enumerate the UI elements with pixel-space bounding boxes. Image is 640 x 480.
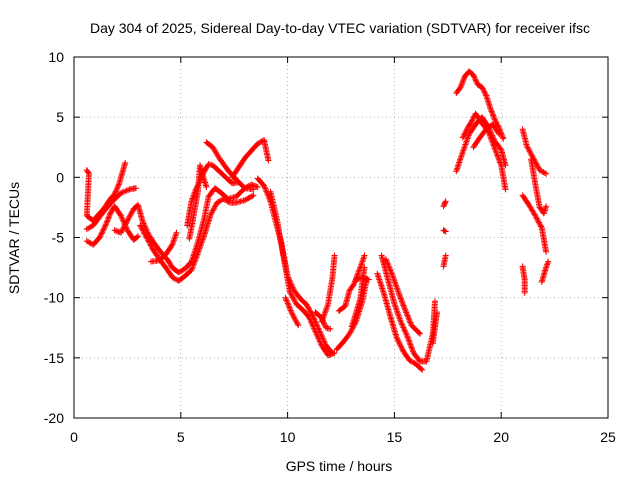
series-marks xyxy=(147,229,180,265)
series-track-34 xyxy=(528,156,550,217)
x-tick-label: 20 xyxy=(493,429,509,445)
axis-ticks: 0 5 10 15 20 25 -20 -15 -10 -5 0 5 10 xyxy=(44,49,616,445)
y-tick-label: 10 xyxy=(48,49,64,65)
x-tick-label: 15 xyxy=(387,429,403,445)
x-tick-label: 25 xyxy=(600,429,616,445)
series-marks xyxy=(453,68,490,99)
series-track-11 xyxy=(254,175,336,356)
series-marks xyxy=(519,192,550,255)
series-marks xyxy=(353,274,372,283)
series-track-32 xyxy=(519,126,550,177)
series-track-19 xyxy=(353,274,372,283)
series-track-9 xyxy=(203,139,257,193)
series-marks xyxy=(429,309,441,347)
series-track-13 xyxy=(282,294,302,329)
series-marks xyxy=(470,121,503,151)
series-track-10 xyxy=(229,137,272,181)
y-axis-label: SDTVAR / TECUs xyxy=(6,182,22,294)
series-marks xyxy=(382,256,423,337)
series-marks xyxy=(318,252,338,325)
series-track-2 xyxy=(83,185,139,233)
series-track-22 xyxy=(382,256,423,337)
data-points xyxy=(83,68,552,373)
series-track-27 xyxy=(453,68,490,99)
series-marks xyxy=(519,263,528,296)
x-tick-label: 5 xyxy=(177,429,185,445)
series-track-21 xyxy=(374,270,426,373)
series-track-36 xyxy=(538,258,552,285)
series-track-26 xyxy=(440,198,449,210)
x-tick-label: 0 xyxy=(70,429,78,445)
series-marks xyxy=(528,156,550,217)
series-marks xyxy=(111,181,261,276)
series-marks xyxy=(186,162,210,242)
series-marks xyxy=(440,252,449,270)
chart-title: Day 304 of 2025, Sidereal Day-to-day VTE… xyxy=(90,20,590,36)
series-marks xyxy=(440,198,449,210)
series-marks xyxy=(538,258,552,285)
series-marks xyxy=(519,126,550,177)
series-track-24 xyxy=(440,252,449,270)
series-marks xyxy=(483,92,507,142)
y-tick-label: 5 xyxy=(56,109,64,125)
series-track-15 xyxy=(318,252,338,325)
series-marks xyxy=(137,192,257,284)
series-track-31 xyxy=(470,121,503,151)
series-marks xyxy=(440,227,449,235)
series-track-17 xyxy=(335,252,368,314)
series-track-33 xyxy=(519,192,550,255)
series-track-35 xyxy=(519,263,528,296)
x-axis-label: GPS time / hours xyxy=(286,458,393,474)
series-track-12 xyxy=(267,188,338,359)
series-marks xyxy=(374,270,426,373)
x-tick-label: 10 xyxy=(280,429,296,445)
series-track-8 xyxy=(186,162,210,242)
series-track-30 xyxy=(483,92,507,142)
grid xyxy=(74,57,608,418)
series-track-5 xyxy=(137,192,257,284)
series-track-6 xyxy=(147,229,180,265)
series-marks xyxy=(83,185,139,233)
series-track-25 xyxy=(440,227,449,235)
series-marks xyxy=(282,294,302,329)
series-marks xyxy=(203,139,257,193)
series-marks xyxy=(335,252,368,314)
y-tick-label: -10 xyxy=(44,290,64,306)
series-track-23 xyxy=(429,309,441,347)
series-marks xyxy=(229,137,272,181)
y-tick-label: -15 xyxy=(44,350,64,366)
y-tick-label: 0 xyxy=(56,169,64,185)
series-marks xyxy=(254,175,336,356)
y-tick-label: -20 xyxy=(44,410,64,426)
series-track-4 xyxy=(111,181,261,276)
series-marks xyxy=(267,188,338,359)
y-tick-label: -5 xyxy=(52,230,65,246)
